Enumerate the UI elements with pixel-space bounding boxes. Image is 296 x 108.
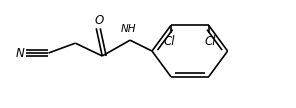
- Text: Cl: Cl: [163, 35, 175, 48]
- Text: N: N: [15, 47, 24, 60]
- Text: O: O: [95, 14, 104, 27]
- Text: Cl: Cl: [205, 35, 216, 48]
- Text: NH: NH: [120, 24, 136, 34]
